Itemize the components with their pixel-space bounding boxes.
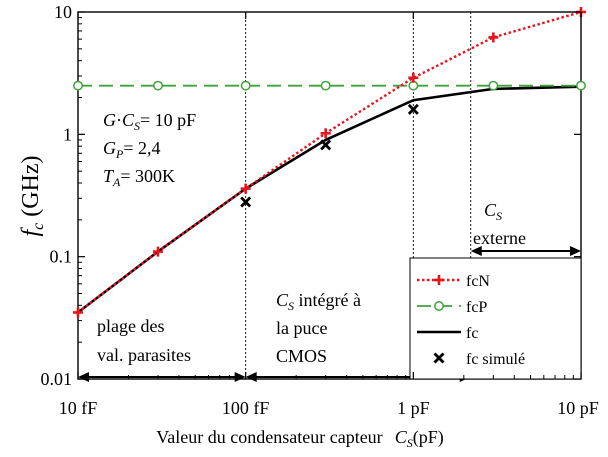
range-label-integrated-2: la puce xyxy=(276,318,327,338)
data-point-3-1 xyxy=(320,139,332,151)
x-tick-label-0: 10 fF xyxy=(59,398,98,418)
plot-area xyxy=(77,11,582,380)
range-arrow-parasites xyxy=(78,372,246,382)
range-label-parasites-2: val. parasites xyxy=(97,345,191,365)
data-point-1-1 xyxy=(153,80,163,91)
data-point-0-3 xyxy=(320,128,331,139)
x-tick-label-1: 100 fF xyxy=(222,398,270,418)
y-axis-label: fc(GHz) xyxy=(18,155,47,236)
legend-label-1: fcP xyxy=(466,299,487,316)
range-label-external-1: CS xyxy=(484,200,502,223)
y-tick-label-0: 0.01 xyxy=(41,369,73,389)
legend: fcN fcP fc fc simulé xyxy=(409,257,582,380)
parameter-annotation: G·CS= 10 pF GP= 2,4 TA= 300K xyxy=(103,110,196,189)
annotation-line-3: TA= 300K xyxy=(103,166,175,189)
data-point-1-6 xyxy=(576,80,586,91)
annotation-line-1: G·CS= 10 pF xyxy=(103,110,196,133)
range-annotations: plage des val. parasites CS intégré à la pu… xyxy=(78,200,581,382)
data-point-0-5 xyxy=(488,32,499,43)
data-point-0-0 xyxy=(73,307,83,318)
legend-marker-3 xyxy=(433,352,445,364)
range-label-parasites-1: plage des xyxy=(97,316,164,336)
x-tick-label-2: 1 pF xyxy=(397,398,430,418)
range-label-external-2: externe xyxy=(473,228,526,248)
data-point-1-2 xyxy=(240,80,251,91)
y-tick-label-3: 10 xyxy=(54,2,72,22)
data-point-1-0 xyxy=(73,80,83,91)
legend-label-2: fc xyxy=(466,325,478,342)
y-tick-label-1: 0.1 xyxy=(50,247,73,267)
series-layer xyxy=(73,7,586,318)
data-point-0-4 xyxy=(408,72,419,83)
data-point-0-1 xyxy=(152,246,163,257)
data-point-1-5 xyxy=(488,80,499,91)
y-tick-label-2: 1 xyxy=(63,124,72,144)
legend-marker-0 xyxy=(434,275,444,285)
range-arrow-external xyxy=(470,246,581,256)
x-tick-label-3: 10 pF xyxy=(557,398,599,418)
legend-label-3: fc simulé xyxy=(466,351,525,368)
range-label-integrated-1: CS intégré à xyxy=(276,290,361,313)
data-point-1-3 xyxy=(320,80,331,91)
annotation-line-2: GP= 2,4 xyxy=(103,138,161,161)
data-point-3-2 xyxy=(407,103,419,115)
legend-label-0: fcN xyxy=(466,273,490,290)
data-point-3-0 xyxy=(240,196,252,208)
range-label-integrated-3: CMOS xyxy=(276,346,327,366)
axes: 10 fF 100 fF 1 pF 10 pF 0.01 0.1 1 10 xyxy=(41,2,599,418)
x-axis-label: Valeur du condensateur capteur CS(pF) xyxy=(156,427,443,450)
legend-marker-1 xyxy=(434,301,444,311)
data-point-0-2 xyxy=(240,183,251,194)
